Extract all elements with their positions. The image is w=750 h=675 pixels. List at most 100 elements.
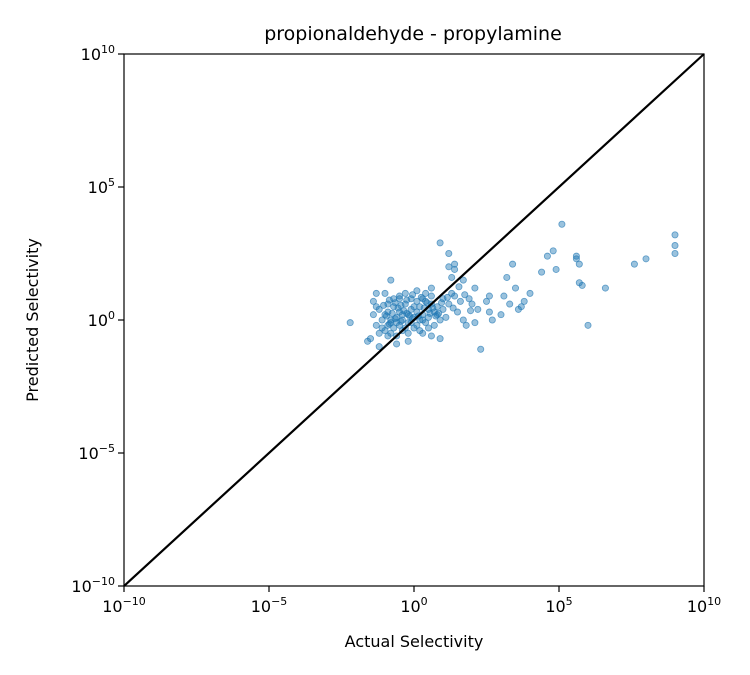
chart-title: propionaldehyde - propylamine: [264, 23, 562, 45]
data-point: [497, 311, 505, 319]
data-point: [503, 273, 511, 281]
data-point: [409, 291, 417, 299]
data-point: [382, 312, 390, 320]
data-point: [417, 293, 425, 301]
data-point: [558, 220, 566, 228]
data-point: [435, 309, 443, 317]
data-point: [375, 305, 383, 313]
x-axis-title: Actual Selectivity: [345, 632, 484, 651]
data-point: [630, 260, 638, 268]
data-point: [387, 276, 395, 284]
data-point: [601, 284, 609, 292]
data-point: [526, 289, 534, 297]
data-point: [391, 299, 399, 307]
data-point: [364, 337, 372, 345]
data-point: [448, 273, 456, 281]
data-point: [506, 300, 514, 308]
data-point: [375, 329, 383, 337]
data-point: [445, 249, 453, 257]
x-tick-label: 100: [400, 595, 427, 616]
data-point: [375, 343, 383, 351]
data-point: [413, 321, 421, 329]
data-point: [413, 308, 421, 316]
data-point: [422, 319, 430, 327]
data-point: [427, 284, 435, 292]
data-point: [346, 319, 354, 327]
data-point: [388, 309, 396, 317]
data-point: [369, 311, 377, 319]
data-point: [465, 295, 473, 303]
data-point: [391, 315, 399, 323]
data-point: [584, 321, 592, 329]
data-point: [403, 309, 411, 317]
data-point: [438, 299, 446, 307]
data-point: [380, 301, 388, 309]
data-point: [445, 300, 453, 308]
reference-line: [123, 53, 705, 587]
data-point: [455, 283, 463, 291]
data-point: [514, 305, 522, 313]
data-point: [451, 265, 459, 273]
y-tick-label: 100: [88, 309, 115, 330]
data-point: [413, 287, 421, 295]
y-tick-label: 105: [88, 176, 115, 197]
data-point: [482, 297, 490, 305]
data-point: [461, 291, 469, 299]
data-point: [445, 263, 453, 271]
data-point: [424, 313, 432, 321]
y-axis-ticks: 10−10 10−5 100 105 1010: [71, 43, 124, 596]
data-point: [372, 321, 380, 329]
data-point: [427, 332, 435, 340]
data-point: [477, 345, 485, 353]
data-point: [430, 321, 438, 329]
data-point: [671, 231, 679, 239]
data-point: [424, 324, 432, 332]
x-tick-label: 1010: [687, 595, 721, 616]
data-point: [471, 284, 479, 292]
data-point: [381, 327, 389, 335]
data-point: [423, 299, 431, 307]
data-point: [426, 309, 434, 317]
data-point: [552, 265, 560, 273]
data-point: [401, 289, 409, 297]
data-point: [385, 320, 393, 328]
data-point: [397, 317, 405, 325]
data-point: [393, 340, 401, 348]
data-point: [459, 316, 467, 324]
data-point: [385, 296, 393, 304]
data-point: [572, 255, 580, 263]
data-point: [512, 284, 520, 292]
data-point: [462, 321, 470, 329]
data-point: [381, 289, 389, 297]
data-point: [416, 327, 424, 335]
data-point: [395, 292, 403, 300]
data-point: [474, 305, 482, 313]
points-layer: [346, 220, 679, 353]
data-point: [449, 304, 457, 312]
data-point: [451, 260, 459, 268]
data-point: [387, 329, 395, 337]
data-point: [467, 307, 475, 315]
data-point: [471, 319, 479, 327]
x-tick-label: 105: [545, 595, 572, 616]
data-point: [500, 292, 508, 300]
data-point: [459, 276, 467, 284]
data-point: [436, 316, 444, 324]
data-point: [427, 292, 435, 300]
data-point: [369, 297, 377, 305]
data-point: [456, 297, 464, 305]
data-point: [485, 308, 493, 316]
data-point: [390, 324, 398, 332]
x-axis-ticks: 10−10 10−5 100 105 1010: [102, 586, 721, 616]
data-point: [509, 260, 517, 268]
data-point: [451, 292, 459, 300]
data-point: [442, 313, 450, 321]
data-point: [468, 300, 476, 308]
data-point: [378, 316, 386, 324]
data-point: [422, 289, 430, 297]
data-point: [404, 329, 412, 337]
data-point: [520, 297, 528, 305]
y-axis-title: Predicted Selectivity: [23, 238, 42, 402]
data-point: [439, 305, 447, 313]
